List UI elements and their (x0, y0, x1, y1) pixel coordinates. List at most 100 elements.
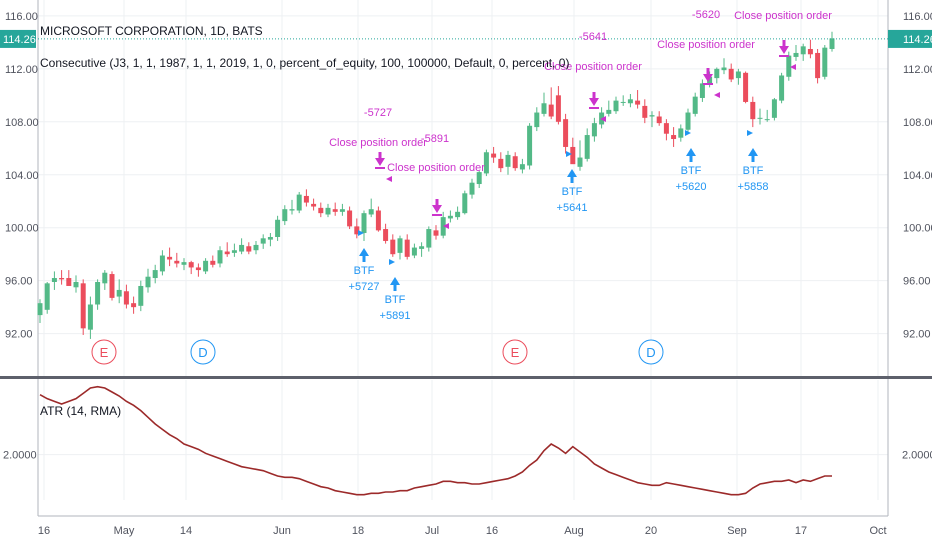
dividend-event-marker[interactable]: D (638, 339, 664, 365)
candle-body[interactable] (606, 109, 612, 114)
candle-body[interactable] (433, 230, 439, 236)
candle-body[interactable] (51, 278, 57, 282)
candle-body[interactable] (800, 46, 806, 55)
candle-body[interactable] (152, 270, 158, 279)
candle-body[interactable] (411, 247, 417, 256)
candle-body[interactable] (815, 52, 821, 79)
candle-body[interactable] (217, 250, 223, 264)
close-trade-marker[interactable]: Close position order -5727 (329, 107, 427, 182)
candle-body[interactable] (318, 207, 324, 214)
atr-line[interactable] (39, 385, 832, 496)
candle-body[interactable] (397, 238, 403, 253)
candle-body[interactable] (476, 172, 482, 185)
close-trade-marker[interactable]: Close position order -5641 (544, 31, 642, 122)
candle-body[interactable] (786, 55, 792, 77)
earnings-event-marker[interactable]: E (91, 339, 117, 365)
candle-body[interactable] (483, 152, 489, 174)
buy-trade-marker[interactable]: BTF +5858 (738, 130, 769, 193)
candle-body[interactable] (375, 210, 381, 231)
candle-body[interactable] (793, 52, 799, 57)
candle-body[interactable] (282, 209, 288, 222)
candle-body[interactable] (635, 100, 641, 105)
candle-body[interactable] (275, 219, 281, 237)
candle-body[interactable] (109, 274, 115, 298)
dividend-event-marker[interactable]: D (190, 339, 216, 365)
earnings-event-marker[interactable]: E (502, 339, 528, 365)
candle-body[interactable] (181, 262, 187, 265)
candle-body[interactable] (138, 285, 144, 306)
candle-body[interactable] (289, 209, 295, 211)
candle-body[interactable] (584, 135, 590, 159)
candle-body[interactable] (66, 278, 72, 286)
candle-body[interactable] (246, 246, 252, 252)
candle-body[interactable] (541, 103, 547, 114)
buy-trade-marker[interactable]: BTF +5620 (676, 130, 707, 193)
candle-body[interactable] (404, 239, 410, 257)
candle-body[interactable] (469, 182, 475, 195)
buy-trade-marker[interactable]: BTF +5641 (557, 151, 588, 214)
candle-body[interactable] (527, 125, 533, 166)
candle-body[interactable] (95, 282, 101, 305)
candle-body[interactable] (253, 244, 259, 251)
candle-body[interactable] (131, 303, 137, 308)
candle-body[interactable] (354, 226, 360, 235)
candle-body[interactable] (548, 104, 554, 117)
candle-body[interactable] (224, 251, 230, 255)
candle-body[interactable] (239, 244, 245, 252)
candle-body[interactable] (570, 146, 576, 165)
candle-body[interactable] (771, 99, 777, 118)
candle-body[interactable] (102, 272, 108, 284)
candle-body[interactable] (383, 229, 389, 241)
candle-body[interactable] (743, 72, 749, 102)
candle-body[interactable] (721, 67, 727, 71)
buy-trade-marker[interactable]: BTF +5727 (349, 230, 380, 293)
candle-body[interactable] (231, 250, 237, 253)
candle-body[interactable] (692, 96, 698, 114)
candle-body[interactable] (498, 158, 504, 169)
candle-body[interactable] (296, 194, 302, 211)
candle-body[interactable] (671, 135, 677, 140)
strategy-label[interactable]: Consecutive (J3, 1, 1, 1987, 1, 1, 2019,… (40, 56, 570, 70)
candle-body[interactable] (73, 282, 79, 288)
candle-body[interactable] (685, 112, 691, 130)
candle-body[interactable] (555, 95, 561, 122)
candle-body[interactable] (512, 156, 518, 169)
candle-body[interactable] (678, 128, 684, 138)
candle-body[interactable] (116, 289, 122, 297)
candle-body[interactable] (822, 47, 828, 77)
candle-body[interactable] (368, 209, 374, 215)
candle-body[interactable] (311, 203, 317, 207)
candle-body[interactable] (159, 255, 165, 272)
candle-body[interactable] (59, 278, 65, 280)
buy-trade-marker[interactable]: BTF +5891 (380, 259, 411, 322)
candle-body[interactable] (757, 117, 763, 119)
candle-body[interactable] (627, 99, 633, 104)
candle-body[interactable] (620, 101, 626, 103)
candle-body[interactable] (303, 195, 309, 203)
candle-body[interactable] (728, 68, 734, 80)
candle-body[interactable] (347, 210, 353, 227)
pane-separator[interactable] (0, 376, 932, 379)
candle-body[interactable] (267, 236, 273, 240)
close-trade-marker[interactable]: Close position order -5891 (387, 133, 485, 229)
candle-body[interactable] (447, 215, 453, 219)
candle-body[interactable] (440, 217, 446, 236)
candle-body[interactable] (519, 164, 525, 170)
atr-indicator-label[interactable]: ATR (14, RMA) (40, 404, 122, 418)
candle-body[interactable] (361, 213, 367, 234)
candle-body[interactable] (203, 260, 209, 272)
candle-body[interactable] (649, 115, 655, 117)
candle-body[interactable] (656, 116, 662, 124)
candle-body[interactable] (613, 100, 619, 112)
candle-body[interactable] (807, 48, 813, 55)
candle-body[interactable] (563, 119, 569, 147)
symbol-title[interactable]: MICROSOFT CORPORATION, 1D, BATS (40, 24, 263, 38)
candle-body[interactable] (339, 209, 345, 212)
candle-body[interactable] (750, 101, 756, 120)
candle-body[interactable] (699, 83, 705, 98)
candle-body[interactable] (735, 71, 741, 79)
candle-body[interactable] (534, 112, 540, 128)
candle-body[interactable] (167, 256, 173, 260)
candle-body[interactable] (764, 119, 770, 121)
